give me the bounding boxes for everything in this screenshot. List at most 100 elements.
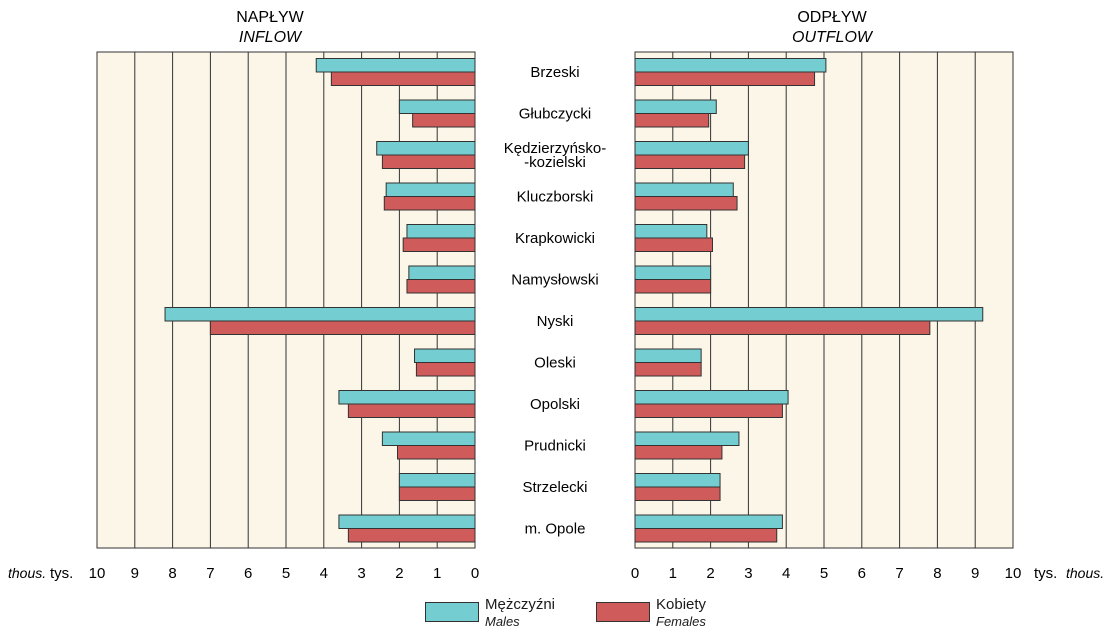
outflow-bar-females bbox=[634, 279, 712, 294]
outflow-tick-label: 9 bbox=[971, 565, 979, 582]
category-label: Prudnicki bbox=[524, 438, 586, 455]
outflow-bar-males bbox=[634, 473, 721, 488]
inflow-bar-females bbox=[406, 279, 476, 294]
inflow-tick-label: 3 bbox=[357, 565, 365, 582]
outflow-bar-females bbox=[634, 237, 713, 252]
outflow-subtitle: OUTFLOW bbox=[792, 29, 874, 46]
outflow-tick-label: 6 bbox=[858, 565, 866, 582]
outflow-tick-label: 1 bbox=[669, 565, 677, 582]
unit-label-right: tys. bbox=[1034, 565, 1057, 582]
outflow-bar-males bbox=[634, 307, 984, 322]
outflow-tick-label: 4 bbox=[782, 565, 790, 582]
inflow-subtitle: INFLOW bbox=[239, 29, 303, 46]
outflow-bar-males bbox=[634, 99, 717, 114]
outflow-tick-label: 3 bbox=[744, 565, 752, 582]
tick-labels: 0 1 2 3 4 5 6 7 8 9 10 0 1 2 3 4 5 6 7 8 9 10 bbox=[89, 565, 1022, 582]
outflow-bar-females bbox=[634, 445, 723, 460]
category-label: Krapkowicki bbox=[515, 230, 595, 247]
inflow-bar-males bbox=[398, 99, 476, 114]
inflow-tick-label: 6 bbox=[244, 565, 252, 582]
inflow-bar-females bbox=[383, 196, 476, 211]
unit-label-en-left: thous. bbox=[8, 565, 46, 581]
inflow-tick-label: 9 bbox=[131, 565, 139, 582]
outflow-bar-females bbox=[634, 362, 702, 377]
outflow-bar-males bbox=[634, 141, 749, 156]
outflow-bar-females bbox=[634, 71, 816, 86]
inflow-bar-males bbox=[164, 307, 476, 322]
category-label: Oleski bbox=[534, 355, 576, 372]
inflow-tick-label: 7 bbox=[206, 565, 214, 582]
inflow-tick-label: 4 bbox=[320, 565, 328, 582]
category-label: m. Opole bbox=[525, 521, 586, 538]
category-label: Nyski bbox=[537, 313, 574, 330]
inflow-bar-males bbox=[315, 58, 476, 73]
bars bbox=[164, 58, 984, 543]
outflow-bar-females bbox=[634, 528, 778, 543]
inflow-bar-females bbox=[397, 445, 476, 460]
outflow-tick-label: 0 bbox=[631, 565, 639, 582]
unit-label-left: tys. bbox=[50, 565, 73, 582]
legend-males-label-en: Males bbox=[485, 614, 520, 629]
inflow-tick-label: 0 bbox=[471, 565, 479, 582]
outflow-tick-label: 8 bbox=[933, 565, 941, 582]
inflow-bar-males bbox=[338, 390, 476, 405]
legend-females-label: Kobiety bbox=[656, 596, 707, 613]
outflow-tick-label: 7 bbox=[895, 565, 903, 582]
inflow-bar-females bbox=[209, 320, 476, 335]
inflow-bar-males bbox=[398, 473, 476, 488]
inflow-bar-females bbox=[412, 113, 476, 128]
outflow-bar-males bbox=[634, 431, 740, 446]
outflow-bar-males bbox=[634, 348, 702, 363]
inflow-tick-label: 5 bbox=[282, 565, 290, 582]
inflow-bar-females bbox=[347, 528, 476, 543]
inflow-bar-females bbox=[402, 237, 476, 252]
outflow-bar-females bbox=[634, 154, 746, 169]
legend-males-swatch bbox=[425, 602, 479, 622]
category-label: Strzelecki bbox=[522, 479, 587, 496]
outflow-bar-females bbox=[634, 486, 721, 501]
inflow-tick-label: 2 bbox=[395, 565, 403, 582]
inflow-bar-males bbox=[381, 431, 476, 446]
outflow-bar-males bbox=[634, 390, 789, 405]
population-flow-chart: NAPŁYW INFLOW ODPŁYW OUTFLOW Brzeski Głub… bbox=[8, 9, 1104, 582]
outflow-bar-females bbox=[634, 320, 931, 335]
category-label: Namysłowski bbox=[511, 272, 599, 289]
category-label: Opolski bbox=[530, 396, 580, 413]
inflow-bar-males bbox=[414, 348, 476, 363]
unit-label-en-right: thous. bbox=[1066, 565, 1104, 581]
outflow-bar-males bbox=[634, 58, 827, 73]
category-label: Brzeski bbox=[530, 64, 579, 81]
outflow-bar-males bbox=[634, 265, 712, 280]
outflow-tick-label: 5 bbox=[820, 565, 828, 582]
category-labels: Brzeski Głubczycki Kędzierzyńsko--kozielsk… bbox=[504, 64, 607, 538]
inflow-bar-females bbox=[330, 71, 476, 86]
grid-lines bbox=[134, 52, 976, 548]
outflow-bar-males bbox=[634, 224, 708, 239]
inflow-bar-males bbox=[408, 265, 476, 280]
outflow-tick-label: 2 bbox=[706, 565, 714, 582]
outflow-bar-males bbox=[634, 182, 734, 197]
category-label: Kluczborski bbox=[517, 189, 594, 206]
inflow-bar-females bbox=[415, 362, 476, 377]
inflow-tick-label: 1 bbox=[433, 565, 441, 582]
outflow-bar-males bbox=[634, 514, 783, 529]
inflow-bar-females bbox=[381, 154, 476, 169]
inflow-bar-males bbox=[385, 182, 476, 197]
legend-females-swatch bbox=[596, 602, 650, 622]
legend-females-label-en: Females bbox=[656, 614, 706, 629]
outflow-bar-females bbox=[634, 403, 783, 418]
inflow-tick-label: 8 bbox=[168, 565, 176, 582]
inflow-bar-males bbox=[376, 141, 476, 156]
inflow-bar-males bbox=[338, 514, 476, 529]
inflow-bar-males bbox=[406, 224, 476, 239]
category-label: Głubczycki bbox=[519, 106, 592, 123]
inflow-tick-label: 10 bbox=[89, 565, 106, 582]
outflow-bar-females bbox=[634, 113, 710, 128]
category-label: Kędzierzyńsko--kozielski bbox=[504, 140, 607, 171]
inflow-title: NAPŁYW bbox=[236, 9, 304, 26]
outflow-tick-label: 10 bbox=[1005, 565, 1022, 582]
inflow-bar-females bbox=[347, 403, 476, 418]
outflow-title: ODPŁYW bbox=[797, 9, 867, 26]
legend-males-label: Mężczyźni bbox=[485, 596, 556, 613]
outflow-bar-females bbox=[634, 196, 738, 211]
